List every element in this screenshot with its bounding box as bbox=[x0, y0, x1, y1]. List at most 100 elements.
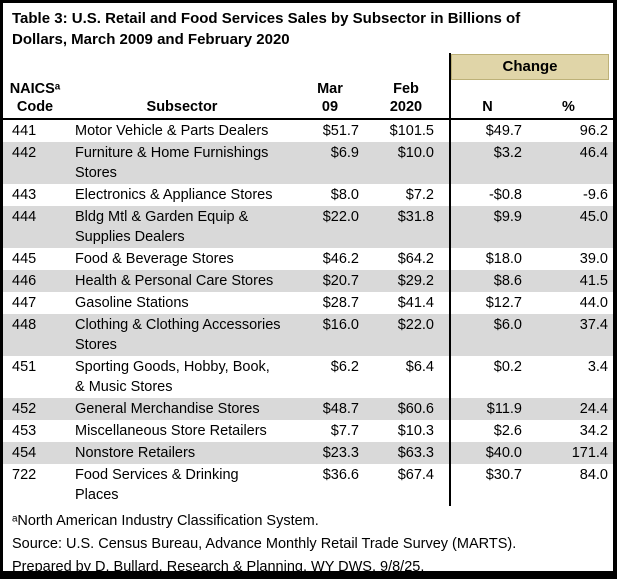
cell-subsector: Furniture & Home Furnishings Stores bbox=[75, 145, 269, 181]
cell-change-pct: 34.2 bbox=[579, 423, 608, 439]
table-row: 722 Food Services & Drinking Places $36.6 $… bbox=[3, 464, 613, 506]
cell-change-n: $49.7 bbox=[449, 119, 524, 142]
column-header-mar-09: Mar 09 bbox=[297, 80, 363, 120]
cell-mar-09: $7.7 bbox=[330, 423, 359, 439]
cell-subsector: Food Services & Drinking Places bbox=[75, 467, 239, 503]
cell-change-pct: 3.4 bbox=[587, 359, 608, 375]
cell-subsector: Health & Personal Care Stores bbox=[75, 273, 274, 289]
cell-change-pct: 39.0 bbox=[579, 251, 608, 267]
cell-feb-2020: $31.8 bbox=[397, 209, 434, 225]
cell-change-pct: 96.2 bbox=[579, 123, 608, 139]
table-row: 445 Food & Beverage Stores $46.2 $64.2 $18.0… bbox=[3, 248, 613, 270]
column-header-subsector: Subsector bbox=[67, 80, 297, 120]
cell-change-pct: 37.4 bbox=[579, 317, 608, 333]
retail-sales-table: Change NAICSᵃ Code Subsector Mar 09 Feb … bbox=[3, 53, 613, 506]
cell-naics-code: 454 bbox=[12, 445, 37, 461]
column-header-change-pct: % bbox=[524, 80, 613, 120]
footnote-line: Source: U.S. Census Bureau, Advance Mont… bbox=[12, 536, 517, 552]
cell-mar-09: $23.3 bbox=[322, 445, 359, 461]
cell-mar-09: $36.6 bbox=[322, 467, 359, 483]
cell-mar-09: $20.7 bbox=[322, 273, 359, 289]
cell-mar-09: $28.7 bbox=[322, 295, 359, 311]
table-row: 441 Motor Vehicle & Parts Dealers $51.7 $10… bbox=[3, 119, 613, 142]
cell-change-pct: -9.6 bbox=[583, 187, 608, 203]
cell-change-pct: 171.4 bbox=[571, 445, 608, 461]
change-header-row: Change bbox=[3, 53, 613, 80]
table-body: 441 Motor Vehicle & Parts Dealers $51.7 $10… bbox=[3, 119, 613, 506]
cell-feb-2020: $63.3 bbox=[397, 445, 434, 461]
column-header-row: NAICSᵃ Code Subsector Mar 09 Feb 2020 N … bbox=[3, 80, 613, 120]
cell-mar-09: $51.7 bbox=[322, 123, 359, 139]
cell-change-n: $3.2 bbox=[449, 142, 524, 184]
cell-naics-code: 453 bbox=[12, 423, 37, 439]
column-header-naics-code: NAICSᵃ Code bbox=[3, 80, 67, 120]
cell-naics-code: 442 bbox=[12, 145, 37, 161]
table-row: 452 General Merchandise Stores $48.7 $60.6 $… bbox=[3, 398, 613, 420]
cell-feb-2020: $29.2 bbox=[397, 273, 434, 289]
cell-change-n: $0.2 bbox=[449, 356, 524, 398]
column-header-feb-2020: Feb 2020 bbox=[363, 80, 450, 120]
cell-mar-09: $46.2 bbox=[322, 251, 359, 267]
cell-feb-2020: $10.3 bbox=[397, 423, 434, 439]
table-title: Table 3: U.S. Retail and Food Services S… bbox=[12, 10, 521, 48]
table-row: 454 Nonstore Retailers $23.3 $63.3 $40.0 171.… bbox=[3, 442, 613, 464]
column-header-change-n: N bbox=[449, 80, 524, 120]
cell-change-n: $11.9 bbox=[449, 398, 524, 420]
cell-naics-code: 448 bbox=[12, 317, 37, 333]
cell-change-pct: 41.5 bbox=[579, 273, 608, 289]
cell-feb-2020: $22.0 bbox=[397, 317, 434, 333]
table-row: 451 Sporting Goods, Hobby, Book, & Music … bbox=[3, 356, 613, 398]
table-row: 448 Clothing & Clothing Accessories Store… bbox=[3, 314, 613, 356]
table-row: 447 Gasoline Stations $28.7 $41.4 $12.7 44.0 bbox=[3, 292, 613, 314]
cell-change-n: -$0.8 bbox=[449, 184, 524, 206]
cell-change-n: $2.6 bbox=[449, 420, 524, 442]
cell-mar-09: $48.7 bbox=[322, 401, 359, 417]
table-row: 453 Miscellaneous Store Retailers $7.7 $10.… bbox=[3, 420, 613, 442]
cell-naics-code: 445 bbox=[12, 251, 37, 267]
cell-mar-09: $22.0 bbox=[322, 209, 359, 225]
cell-change-n: $30.7 bbox=[449, 464, 524, 506]
cell-feb-2020: $64.2 bbox=[397, 251, 434, 267]
table-row: 443 Electronics & Appliance Stores $8.0 $7.… bbox=[3, 184, 613, 206]
cell-mar-09: $8.0 bbox=[330, 187, 359, 203]
cell-subsector: Gasoline Stations bbox=[75, 295, 189, 311]
cell-change-pct: 44.0 bbox=[579, 295, 608, 311]
cell-subsector: Food & Beverage Stores bbox=[75, 251, 234, 267]
cell-subsector: General Merchandise Stores bbox=[75, 401, 260, 417]
cell-feb-2020: $7.2 bbox=[405, 187, 434, 203]
cell-mar-09: $16.0 bbox=[322, 317, 359, 333]
cell-feb-2020: $60.6 bbox=[397, 401, 434, 417]
cell-subsector: Clothing & Clothing Accessories Stores bbox=[75, 317, 281, 353]
footnote-line: Prepared by D. Bullard, Research & Plann… bbox=[12, 559, 425, 575]
footnotes: ᵃNorth American Industry Classification … bbox=[3, 506, 613, 575]
cell-change-n: $6.0 bbox=[449, 314, 524, 356]
change-label: Change bbox=[451, 54, 609, 80]
cell-naics-code: 446 bbox=[12, 273, 37, 289]
cell-change-n: $18.0 bbox=[449, 248, 524, 270]
cell-naics-code: 441 bbox=[12, 123, 37, 139]
cell-change-pct: 24.4 bbox=[579, 401, 608, 417]
cell-subsector: Nonstore Retailers bbox=[75, 445, 196, 461]
cell-feb-2020: $10.0 bbox=[397, 145, 434, 161]
table-row: 446 Health & Personal Care Stores $20.7 $29… bbox=[3, 270, 613, 292]
change-column-group-header: Change bbox=[449, 53, 613, 80]
spacer-cell bbox=[3, 53, 450, 80]
footnote-line: ᵃNorth American Industry Classification … bbox=[12, 513, 319, 529]
cell-feb-2020: $101.5 bbox=[389, 123, 434, 139]
cell-change-n: $9.9 bbox=[449, 206, 524, 248]
cell-feb-2020: $67.4 bbox=[397, 467, 434, 483]
cell-naics-code: 452 bbox=[12, 401, 37, 417]
cell-naics-code: 722 bbox=[12, 467, 37, 483]
cell-subsector: Sporting Goods, Hobby, Book, & Music Sto… bbox=[75, 359, 270, 395]
cell-mar-09: $6.9 bbox=[330, 145, 359, 161]
cell-change-n: $12.7 bbox=[449, 292, 524, 314]
cell-feb-2020: $6.4 bbox=[405, 359, 434, 375]
cell-change-pct: 46.4 bbox=[579, 145, 608, 161]
cell-change-pct: 45.0 bbox=[579, 209, 608, 225]
cell-change-n: $8.6 bbox=[449, 270, 524, 292]
table-header: Change NAICSᵃ Code Subsector Mar 09 Feb … bbox=[3, 53, 613, 120]
cell-naics-code: 447 bbox=[12, 295, 37, 311]
cell-naics-code: 444 bbox=[12, 209, 37, 225]
cell-change-pct: 84.0 bbox=[579, 467, 608, 483]
cell-feb-2020: $41.4 bbox=[397, 295, 434, 311]
